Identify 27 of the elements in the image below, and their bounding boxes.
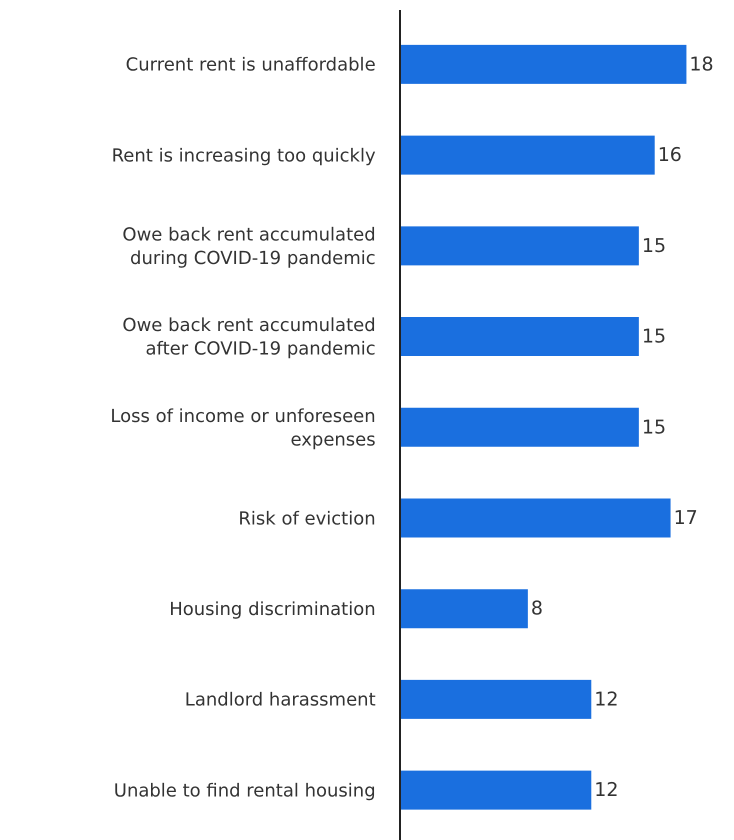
bar (401, 770, 592, 810)
y-tick-label: Landlord harassment (184, 690, 376, 711)
bar (401, 498, 671, 538)
bar (401, 44, 686, 84)
data-label: 15 (642, 416, 666, 438)
y-tick-label: Rent is increasing too quickly (112, 145, 376, 166)
y-tick-label: Loss of income or unforeseen expenses (110, 406, 376, 450)
data-label: 15 (642, 234, 666, 257)
data-label: 17 (674, 506, 698, 529)
bar (401, 680, 592, 719)
data-label: 8 (530, 598, 543, 620)
data-label: 18 (689, 53, 714, 76)
bar (401, 317, 639, 356)
bar (401, 226, 639, 266)
data-label: 12 (594, 688, 618, 710)
data-label: 15 (642, 326, 666, 348)
y-tick-label: Owe back rent accumulated during COVID-19 pandemic (122, 224, 376, 269)
y-tick-label: Unable to find rental housing (114, 780, 376, 802)
data-label: 12 (594, 779, 618, 802)
bar (401, 408, 639, 447)
bar (401, 136, 655, 175)
bar (401, 589, 528, 628)
y-tick-label: Risk of eviction (238, 508, 376, 530)
y-tick-label: Current rent is unaffordable (126, 54, 376, 76)
y-tick-label: Housing discrimination (169, 598, 376, 620)
data-label: 16 (658, 144, 682, 166)
y-tick-label: Owe back rent accumulated after COVID-19 pandemic (122, 315, 376, 360)
